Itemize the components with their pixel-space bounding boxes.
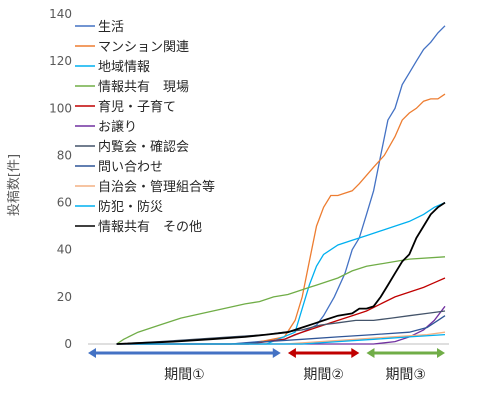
period-arrows: 期間① 期間② 期間③ (88, 348, 445, 383)
period-arrowhead (351, 348, 360, 358)
legend-entry: 問い合わせ (98, 160, 163, 175)
period-arrowhead (88, 348, 96, 358)
series-line (116, 256, 446, 345)
y-tick-label: 120 (49, 54, 72, 68)
legend-entry: 育児・子育て (98, 99, 176, 115)
legend-entry: 情報共有 その他 (98, 220, 202, 235)
period-arrowhead (437, 348, 445, 358)
y-axis-label: 投稿数[件] (6, 154, 22, 216)
legend-entry: 地域情報 (98, 60, 150, 75)
y-tick-label: 80 (57, 148, 72, 162)
y-tick-label: 20 (57, 290, 72, 304)
series-line (116, 202, 446, 345)
series-line (116, 315, 446, 345)
y-tick-label: 40 (57, 243, 72, 257)
period-arrowhead (366, 348, 375, 358)
y-tick-label: 0 (64, 337, 72, 351)
period-label: 期間① (164, 367, 205, 383)
series-line (116, 93, 446, 345)
axes: 0 20 40 60 80 100 120 140 (49, 7, 449, 351)
legend-entry: お譲り (98, 119, 137, 135)
legend-entry: 生活 (98, 20, 124, 35)
period-arrowhead (287, 348, 296, 358)
legend-entry: マンション関連 (98, 40, 189, 55)
legend-entry: 自治会・管理組合等 (98, 179, 215, 195)
period-arrowhead (272, 348, 281, 358)
y-tick-label: 140 (49, 7, 72, 21)
y-tick-label: 100 (49, 101, 72, 115)
period-label: 期間③ (385, 367, 426, 383)
period-label: 期間② (303, 367, 344, 383)
series-line (116, 333, 446, 345)
legend-entry: 防犯・防災 (98, 199, 163, 215)
series-line (116, 201, 446, 345)
y-tick-label: 60 (57, 196, 72, 210)
legend-entry: 情報共有 現場 (98, 80, 189, 95)
series-layer (116, 25, 446, 345)
series-line (116, 310, 446, 345)
series-line (116, 277, 446, 345)
legend-entry: 内覧会・確認会 (98, 139, 189, 155)
